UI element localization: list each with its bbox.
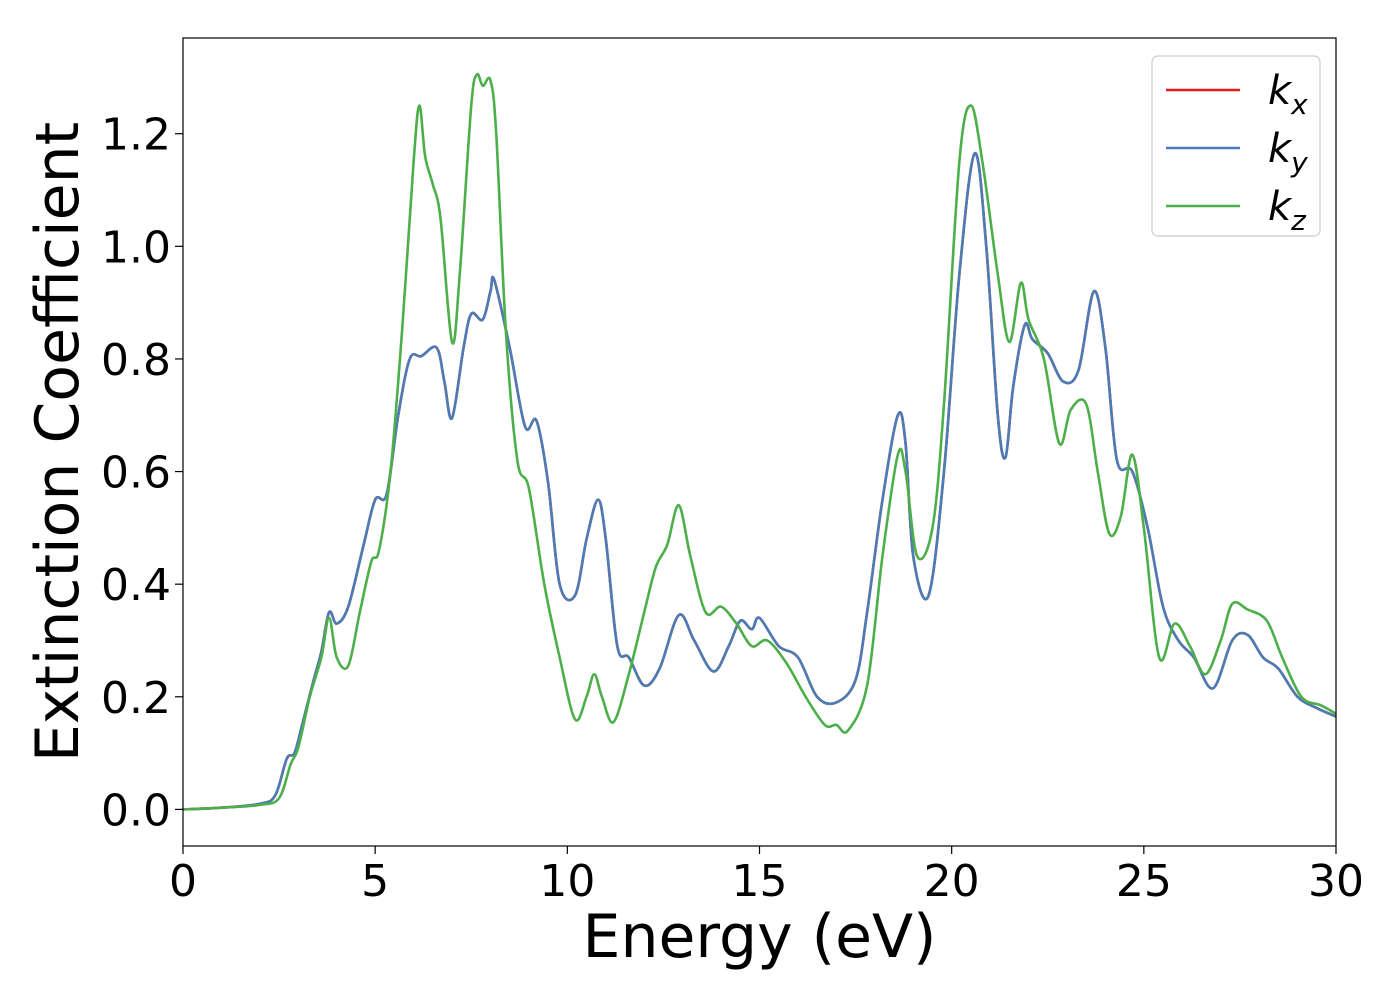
y-axis-label: Extinction Coefficient — [23, 122, 93, 762]
y-tick-label: 0.6 — [101, 448, 171, 499]
x-tick-label: 0 — [169, 856, 197, 907]
legend-label-kx: kx — [1268, 68, 1308, 121]
x-axis-ticks: 0 5 10 15 20 25 30 — [169, 846, 1364, 907]
series-line-ky — [183, 152, 1336, 811]
series-line-kx — [183, 152, 1336, 811]
y-tick-label: 0.2 — [101, 673, 171, 724]
y-tick-label: 0.0 — [101, 785, 171, 836]
y-axis-ticks: 0.0 0.2 0.4 0.6 0.8 1.0 1.2 — [101, 110, 183, 836]
y-tick-label: 0.4 — [101, 560, 171, 611]
y-tick-label: 1.2 — [101, 110, 171, 161]
legend-label-kz: kz — [1268, 184, 1307, 237]
x-tick-label: 25 — [1116, 856, 1172, 907]
x-tick-label: 10 — [539, 856, 595, 907]
x-tick-label: 5 — [361, 856, 389, 907]
legend-label-ky: ky — [1268, 126, 1308, 179]
series-layer — [183, 72, 1336, 811]
x-tick-label: 20 — [924, 856, 980, 907]
x-tick-label: 15 — [732, 856, 788, 907]
series-line-kz — [183, 72, 1336, 811]
legend-box — [1151, 55, 1321, 237]
x-tick-label: 30 — [1308, 856, 1364, 907]
y-tick-label: 1.0 — [101, 222, 171, 273]
y-tick-label: 0.8 — [101, 335, 171, 386]
x-axis-label: Energy (eV) — [583, 902, 937, 972]
